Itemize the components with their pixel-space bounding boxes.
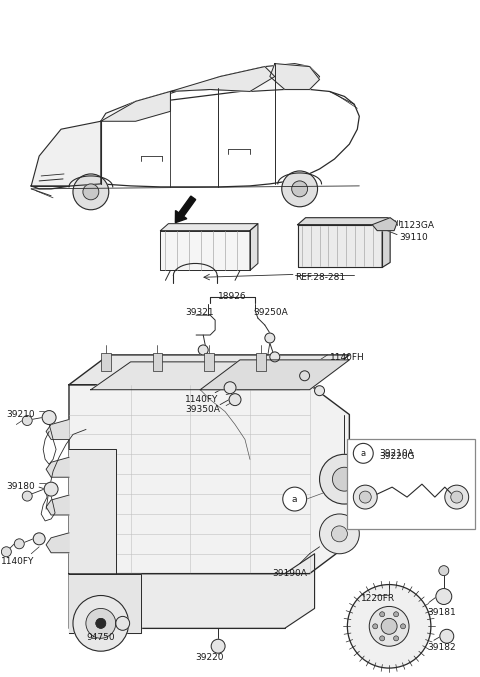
Circle shape (333, 467, 356, 491)
Circle shape (348, 584, 431, 668)
Text: 39321: 39321 (185, 308, 214, 318)
Bar (101, 353, 111, 371)
Circle shape (360, 491, 371, 503)
Circle shape (211, 639, 225, 653)
Circle shape (42, 410, 56, 424)
Polygon shape (270, 64, 320, 89)
Circle shape (353, 443, 373, 463)
Circle shape (380, 636, 384, 641)
Circle shape (394, 636, 398, 641)
Circle shape (353, 485, 377, 509)
Bar (348, 439, 475, 529)
Circle shape (73, 596, 129, 651)
Circle shape (352, 447, 366, 461)
Polygon shape (69, 554, 314, 628)
Bar (153, 353, 162, 371)
Circle shape (86, 609, 116, 638)
Circle shape (380, 612, 384, 617)
Circle shape (300, 371, 310, 380)
Circle shape (439, 566, 449, 575)
Circle shape (440, 630, 454, 643)
Circle shape (320, 454, 369, 504)
FancyArrow shape (175, 196, 196, 223)
Text: 1220FR: 1220FR (361, 594, 396, 603)
Circle shape (22, 491, 32, 501)
Polygon shape (382, 218, 390, 267)
Polygon shape (46, 457, 69, 477)
Bar (256, 353, 266, 371)
Text: 39210A: 39210A (379, 450, 414, 458)
Text: 39180: 39180 (6, 482, 35, 492)
Text: 39220: 39220 (195, 653, 224, 662)
Text: 1140FH: 1140FH (329, 353, 364, 362)
Circle shape (83, 184, 99, 200)
Circle shape (73, 174, 109, 210)
Polygon shape (200, 360, 349, 390)
Polygon shape (101, 64, 320, 121)
Circle shape (373, 624, 378, 629)
Circle shape (229, 394, 241, 406)
Text: 39210: 39210 (6, 410, 35, 418)
Polygon shape (46, 495, 69, 515)
Polygon shape (372, 218, 397, 231)
Text: 39350A: 39350A (185, 405, 220, 414)
Polygon shape (46, 533, 69, 552)
Polygon shape (69, 385, 349, 573)
Polygon shape (160, 223, 258, 231)
Circle shape (1, 547, 12, 556)
Text: 1140FY: 1140FY (185, 395, 219, 403)
Text: 18926: 18926 (218, 292, 246, 301)
Polygon shape (46, 420, 69, 439)
Circle shape (394, 612, 398, 617)
Circle shape (332, 526, 348, 542)
Circle shape (116, 616, 130, 630)
Circle shape (265, 333, 275, 343)
Polygon shape (160, 231, 250, 270)
Circle shape (292, 181, 308, 197)
Text: a: a (360, 449, 366, 458)
Circle shape (282, 171, 318, 206)
Circle shape (224, 382, 236, 394)
Circle shape (22, 416, 32, 425)
Polygon shape (69, 573, 141, 633)
Circle shape (198, 345, 208, 355)
Text: REF.28-281: REF.28-281 (295, 274, 345, 282)
Text: 39182: 39182 (427, 643, 456, 652)
Circle shape (314, 386, 324, 395)
Text: 1140FY: 1140FY (1, 556, 35, 566)
Circle shape (96, 618, 106, 628)
Polygon shape (91, 362, 339, 390)
Text: 39110: 39110 (399, 233, 428, 242)
Circle shape (436, 588, 452, 605)
Polygon shape (69, 450, 116, 573)
Polygon shape (298, 218, 390, 225)
Circle shape (445, 485, 468, 509)
Bar (204, 353, 214, 371)
Text: 39220G: 39220G (379, 452, 415, 461)
Text: 94750: 94750 (86, 633, 115, 642)
Circle shape (401, 624, 406, 629)
Circle shape (33, 533, 45, 545)
Circle shape (451, 491, 463, 503)
Text: 39181: 39181 (427, 609, 456, 617)
Polygon shape (69, 355, 349, 385)
Polygon shape (31, 121, 101, 186)
Circle shape (283, 487, 307, 511)
Circle shape (381, 618, 397, 634)
Circle shape (320, 514, 360, 554)
Circle shape (44, 482, 58, 496)
Polygon shape (250, 223, 258, 270)
Text: 39250A: 39250A (253, 308, 288, 318)
Polygon shape (170, 66, 275, 91)
Text: 1123GA: 1123GA (399, 221, 435, 230)
Polygon shape (31, 89, 360, 189)
Circle shape (369, 607, 409, 647)
Text: a: a (292, 495, 298, 504)
Polygon shape (298, 225, 382, 267)
Polygon shape (101, 91, 170, 121)
Circle shape (14, 539, 24, 549)
Text: 39190A: 39190A (272, 569, 307, 577)
Circle shape (270, 352, 280, 362)
